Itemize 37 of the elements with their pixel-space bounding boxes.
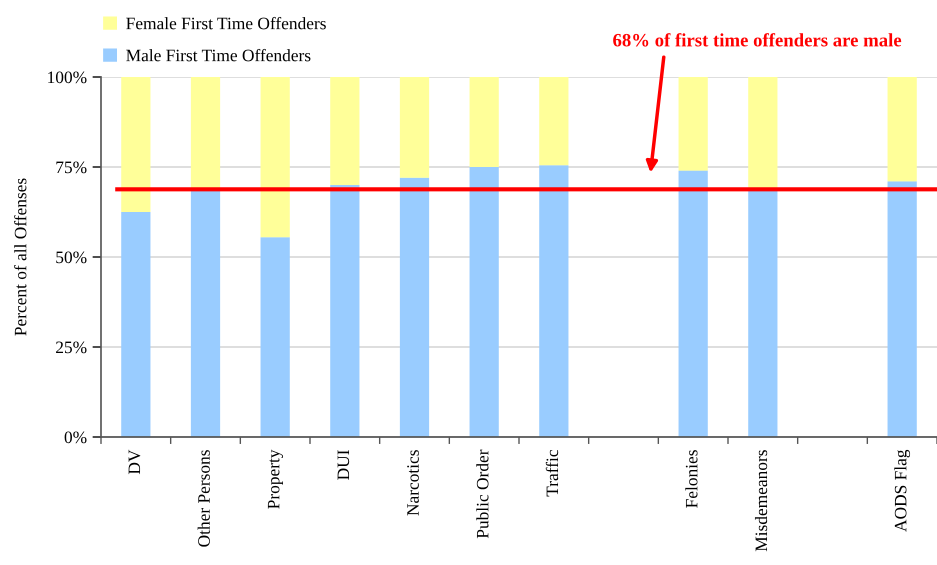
y-axis-title: Percent of all Offenses <box>14 178 26 336</box>
y-tick-label: 25% <box>56 341 87 354</box>
bar <box>190 77 220 189</box>
bar <box>888 77 917 182</box>
bar <box>748 77 778 189</box>
x-tick-label: Misdemeanors <box>754 450 768 552</box>
x-tick-label: DV <box>128 450 140 474</box>
x-tick-label: Other Persons <box>198 450 210 547</box>
x-tick-label: Felonies <box>685 450 698 508</box>
x-tick-label: DUI <box>338 450 350 480</box>
bar <box>539 77 568 166</box>
bar <box>470 77 499 167</box>
x-tick-label: AODS Flag <box>894 450 910 532</box>
x-tick-label: Property <box>268 450 284 509</box>
bar <box>400 77 430 178</box>
x-tick-label: Traffic <box>546 450 558 496</box>
bar <box>330 77 360 185</box>
bar <box>678 77 708 171</box>
bar <box>330 185 360 437</box>
legend-label: Female First Time Offenders <box>126 16 326 30</box>
bar <box>470 167 499 437</box>
y-tick-label: 0% <box>64 431 87 444</box>
bar <box>400 178 430 437</box>
x-tick-label: Narcotics <box>407 450 419 516</box>
bar <box>260 77 290 238</box>
bar <box>678 170 708 437</box>
y-tick-label: 75% <box>56 161 87 174</box>
bar <box>539 165 568 437</box>
bar <box>260 237 290 437</box>
y-tick-label: 50% <box>56 251 87 264</box>
y-tick-label: 100% <box>48 71 87 84</box>
bar <box>888 181 917 437</box>
bar <box>121 212 150 437</box>
ref-line-label: 68% of first time offenders are male <box>613 33 902 47</box>
x-tick-label: Public Order <box>476 450 489 538</box>
bar <box>121 77 150 212</box>
legend-label: Male First Time Offenders <box>126 48 310 62</box>
